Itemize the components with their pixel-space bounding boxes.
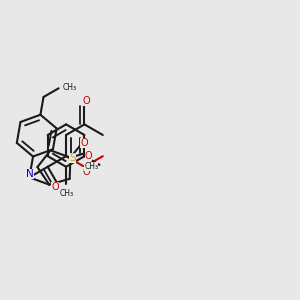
- Text: CH₃: CH₃: [84, 162, 98, 171]
- Text: CH₃: CH₃: [60, 189, 74, 198]
- Text: CH₃: CH₃: [63, 82, 77, 91]
- Text: O: O: [80, 138, 88, 148]
- Text: S: S: [69, 153, 76, 163]
- Text: O: O: [51, 182, 59, 191]
- Text: N: N: [26, 169, 34, 179]
- Text: O: O: [85, 152, 92, 161]
- Text: O: O: [82, 167, 90, 177]
- Text: O: O: [82, 96, 90, 106]
